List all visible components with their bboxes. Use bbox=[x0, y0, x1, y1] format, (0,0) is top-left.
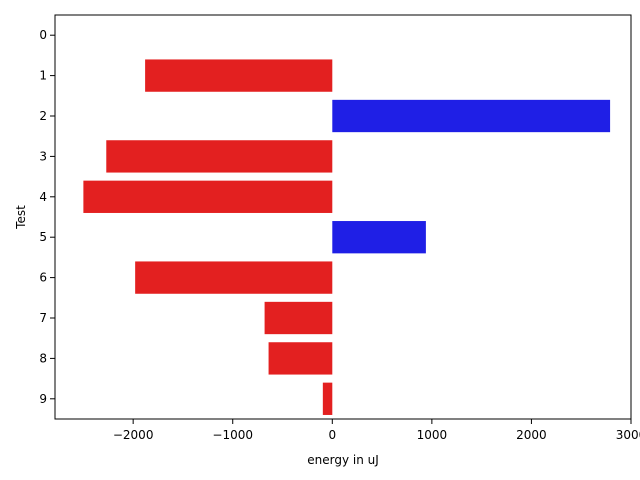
bar-test-1 bbox=[145, 59, 333, 92]
bar-test-3 bbox=[106, 140, 333, 173]
x-tick-label: 0 bbox=[328, 428, 336, 442]
y-tick-label: 5 bbox=[39, 230, 47, 244]
plot-frame bbox=[54, 14, 632, 420]
y-axis-label: Test bbox=[14, 205, 28, 230]
y-tick-label: 2 bbox=[39, 109, 47, 123]
y-tick-label: 0 bbox=[39, 28, 47, 42]
y-tick-label: 7 bbox=[39, 311, 47, 325]
y-axis-ticks: 0 1 2 3 4 5 6 7 8 9 bbox=[39, 28, 55, 406]
y-tick-label: 1 bbox=[39, 69, 47, 83]
bars-group bbox=[83, 59, 611, 415]
bar-test-2 bbox=[332, 99, 611, 133]
y-tick-label: 6 bbox=[39, 271, 47, 285]
bar-test-4 bbox=[83, 180, 333, 213]
bar-test-9 bbox=[322, 382, 333, 415]
bar-test-7 bbox=[264, 301, 333, 335]
bar-test-6 bbox=[135, 261, 333, 294]
bar-test-8 bbox=[268, 342, 333, 375]
y-tick-label: 9 bbox=[39, 392, 47, 406]
y-tick-label: 4 bbox=[39, 190, 47, 204]
y-tick-label: 3 bbox=[39, 149, 47, 163]
x-tick-label: −1000 bbox=[212, 428, 253, 442]
x-tick-label: 1000 bbox=[417, 428, 448, 442]
x-tick-label: 2000 bbox=[516, 428, 547, 442]
x-tick-label: −2000 bbox=[113, 428, 154, 442]
x-axis-label: energy in uJ bbox=[307, 453, 379, 467]
y-tick-label: 8 bbox=[39, 351, 47, 365]
bar-test-5 bbox=[332, 221, 426, 254]
